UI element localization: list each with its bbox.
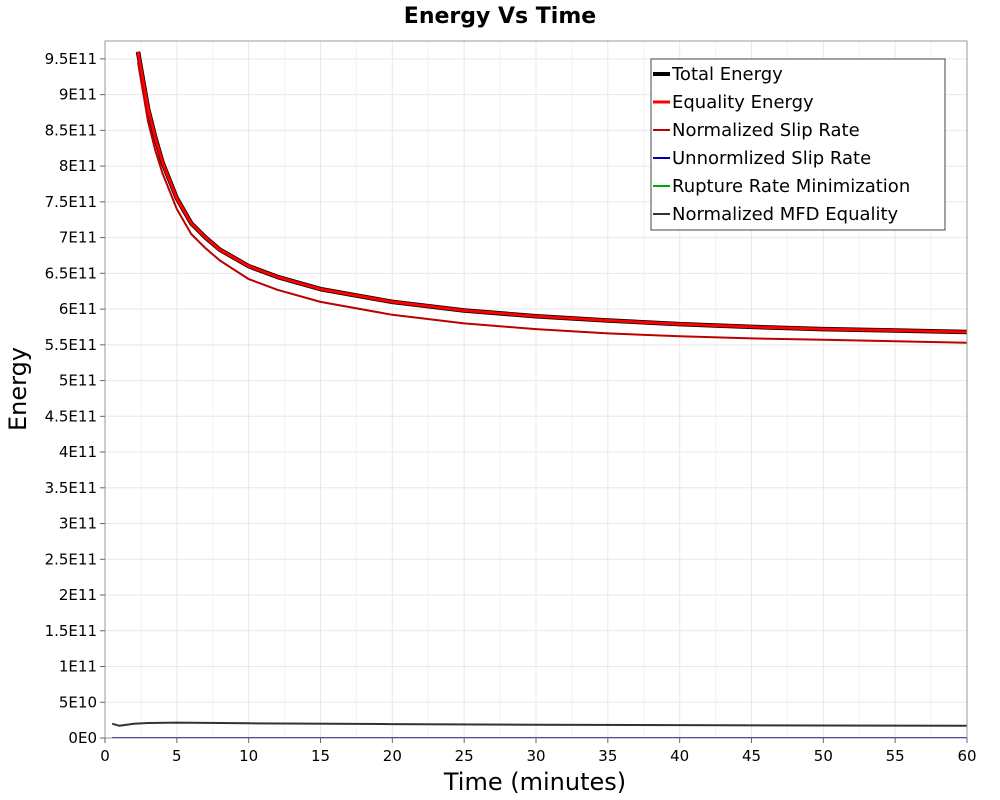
x-tick-label: 10 bbox=[239, 747, 258, 765]
x-tick-label: 55 bbox=[886, 747, 905, 765]
series-lines bbox=[111, 51, 967, 738]
legend-label: Normalized Slip Rate bbox=[672, 120, 860, 141]
y-tick-label: 3.5E11 bbox=[45, 479, 97, 497]
y-tick-label: 0E0 bbox=[68, 729, 97, 747]
legend-label: Normalized MFD Equality bbox=[672, 204, 899, 225]
y-tick-label: 7E11 bbox=[59, 229, 97, 247]
x-tick-label: 40 bbox=[670, 747, 689, 765]
y-tick-label: 3E11 bbox=[59, 515, 97, 533]
x-tick-label: 15 bbox=[311, 747, 330, 765]
x-tick-label: 0 bbox=[100, 747, 110, 765]
y-tick-label: 4.5E11 bbox=[45, 407, 97, 425]
x-axis-ticks: 0 5 10 15 20 25 30 35 40 45 50 55 60 bbox=[100, 738, 977, 765]
series-line-equality-energy bbox=[136, 51, 967, 334]
y-tick-label: 9E11 bbox=[59, 86, 97, 104]
y-tick-label: 6.5E11 bbox=[45, 264, 97, 282]
x-tick-label: 25 bbox=[455, 747, 474, 765]
x-tick-label: 45 bbox=[742, 747, 761, 765]
series-line-normalized-mfd-equality bbox=[111, 721, 967, 727]
y-tick-label: 7.5E11 bbox=[45, 193, 97, 211]
y-tick-label: 9.5E11 bbox=[45, 50, 97, 68]
y-tick-label: 8.5E11 bbox=[45, 121, 97, 139]
y-tick-label: 1.5E11 bbox=[45, 622, 97, 640]
legend-label: Total Energy bbox=[671, 64, 783, 85]
x-tick-label: 35 bbox=[598, 747, 617, 765]
legend-label: Unnormlized Slip Rate bbox=[672, 148, 871, 169]
x-tick-label: 20 bbox=[383, 747, 402, 765]
x-axis-title: Time (minutes) bbox=[443, 768, 626, 796]
y-tick-label: 1E11 bbox=[59, 658, 97, 676]
y-tick-label: 5.5E11 bbox=[45, 336, 97, 354]
y-tick-label: 5E11 bbox=[59, 372, 97, 390]
series-line-normalized-slip-rate bbox=[137, 62, 967, 344]
x-tick-label: 50 bbox=[814, 747, 833, 765]
y-axis-title: Energy bbox=[4, 347, 32, 431]
y-axis-ticks: 0E0 5E10 1E11 1.5E11 2E11 2.5E11 3E11 3.5E11 4E1… bbox=[45, 50, 105, 747]
x-tick-label: 60 bbox=[957, 747, 976, 765]
x-tick-label: 30 bbox=[526, 747, 545, 765]
x-tick-label: 5 bbox=[172, 747, 182, 765]
y-tick-label: 6E11 bbox=[59, 300, 97, 318]
y-tick-label: 2.5E11 bbox=[45, 550, 97, 568]
y-tick-label: 5E10 bbox=[59, 693, 97, 711]
legend-label: Rupture Rate Minimization bbox=[672, 176, 910, 197]
chart-title: Energy Vs Time bbox=[404, 4, 596, 29]
y-tick-label: 4E11 bbox=[59, 443, 97, 461]
legend-label: Equality Energy bbox=[672, 92, 814, 113]
y-tick-label: 2E11 bbox=[59, 586, 97, 604]
legend-box bbox=[650, 58, 946, 231]
y-tick-label: 8E11 bbox=[59, 157, 97, 175]
legend: Total Energy Equality Energy Normalized Sl… bbox=[650, 58, 946, 231]
